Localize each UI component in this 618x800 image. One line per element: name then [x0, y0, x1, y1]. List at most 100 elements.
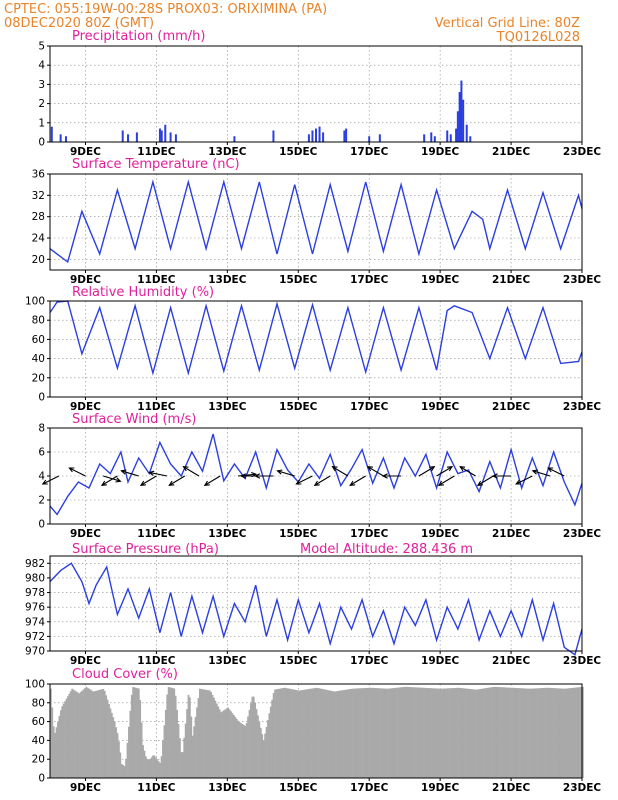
- precip-bar: [368, 136, 371, 142]
- cloud-bar: [245, 723, 248, 778]
- cloud-bar: [357, 688, 360, 778]
- cloud-bar: [546, 687, 549, 778]
- cloud-bar: [481, 688, 483, 778]
- cloud-bar: [220, 712, 222, 778]
- wind-arrow: [515, 475, 533, 485]
- cloud-bar: [174, 695, 177, 778]
- precipitation-ytick-label: 4: [38, 60, 45, 72]
- cloud-bar: [227, 707, 230, 778]
- cloud-bar: [486, 687, 489, 778]
- cloud-bar: [428, 688, 431, 778]
- cloud-bar: [248, 709, 251, 778]
- precip-bar: [433, 136, 436, 142]
- cloud-bar: [335, 691, 337, 778]
- cloud-bar: [398, 687, 401, 778]
- wind-arrow: [182, 466, 200, 477]
- wind-arrow: [476, 475, 494, 486]
- cloud-bar: [292, 689, 295, 778]
- cloud-cover-xtick-label: 11DEC: [137, 782, 176, 794]
- cloud-bar: [146, 759, 149, 778]
- cloud-bar: [482, 688, 485, 778]
- precip-bar: [59, 134, 62, 142]
- cloud-bar: [197, 698, 200, 778]
- cloud-bar: [64, 701, 66, 778]
- cloud-bar: [503, 687, 506, 778]
- cloud-bar: [455, 687, 458, 778]
- relative-humidity-panel: Relative Humidity (%) 0 20 40 60 80 100 9DEC 11D…: [25, 285, 601, 413]
- cloud-bar: [271, 699, 274, 778]
- cloud-bar: [132, 687, 135, 778]
- surface-pressure-xtick-label: 9DEC: [70, 655, 101, 667]
- cloud-bar: [82, 689, 85, 778]
- relative-humidity-line: [49, 300, 583, 376]
- cloud-bar: [350, 688, 353, 778]
- cloud-cover-xtick-label: 13DEC: [208, 782, 247, 794]
- precipitation-xtick-label: 11DEC: [137, 146, 176, 158]
- wind-arrow: [295, 475, 313, 485]
- cloud-bar: [305, 689, 308, 778]
- cloud-bar: [528, 688, 530, 778]
- precip-bar: [315, 128, 317, 142]
- surface-wind-xtick-label: 11DEC: [137, 528, 176, 540]
- cloud-bar: [362, 688, 364, 778]
- cloud-bar: [203, 689, 205, 778]
- precipitation-xtick-label: 23DEC: [563, 146, 602, 158]
- cloud-bar: [173, 688, 176, 778]
- cloud-bar: [68, 693, 71, 778]
- cloud-bar: [150, 757, 153, 778]
- cloud-bar: [505, 687, 508, 778]
- cloud-bar: [50, 688, 52, 778]
- cloud-bar: [145, 756, 147, 778]
- cloud-bar: [129, 710, 132, 778]
- cloud-bar: [404, 686, 407, 778]
- cloud-bar: [414, 687, 417, 778]
- cloud-bar: [133, 687, 136, 778]
- cloud-bar: [128, 726, 130, 778]
- cloud-bar: [319, 688, 322, 778]
- cloud-bar: [379, 688, 381, 778]
- cloud-bar: [264, 733, 266, 778]
- relative-humidity-xtick-label: 11DEC: [137, 401, 176, 413]
- cloud-bar: [471, 689, 474, 778]
- cloud-bar: [163, 725, 166, 778]
- relative-humidity-xtick-label: 9DEC: [70, 401, 101, 413]
- cloud-bar: [213, 697, 215, 778]
- cloud-bar: [522, 688, 525, 778]
- surface-pressure-xtick-label: 17DEC: [350, 655, 389, 667]
- cloud-bar: [172, 688, 174, 778]
- cloud-bar: [457, 687, 459, 778]
- cloud-bar: [231, 713, 234, 778]
- cloud-bar: [54, 732, 56, 778]
- cloud-bar: [135, 687, 137, 778]
- cloud-bar: [459, 687, 462, 778]
- cloud-bar: [387, 688, 390, 778]
- cloud-bar: [523, 688, 526, 778]
- precip-bar: [135, 132, 138, 142]
- cloud-bar: [408, 687, 411, 778]
- cloud-bar: [560, 688, 563, 778]
- cloud-bar: [143, 750, 146, 778]
- cloud-bar: [372, 687, 374, 778]
- cloud-cover-ytick-label: 60: [32, 716, 45, 728]
- cloud-cover-ytick-label: 80: [32, 697, 45, 709]
- cloud-bar: [170, 687, 173, 778]
- relative-humidity-xtick-label: 23DEC: [563, 401, 602, 413]
- cloud-bar: [390, 688, 393, 778]
- cloud-bar: [376, 688, 379, 778]
- cloud-bar: [328, 690, 330, 778]
- cloud-bar: [61, 706, 64, 778]
- precip-bar: [343, 130, 346, 142]
- cloud-bar: [275, 689, 278, 778]
- wind-arrow: [68, 467, 86, 477]
- cloud-bar: [389, 688, 391, 778]
- cloud-bar: [78, 693, 81, 778]
- surface-temperature-xtick-label: 11DEC: [137, 274, 176, 286]
- cloud-bar: [359, 688, 361, 778]
- cloud-bar: [115, 727, 117, 778]
- cloud-bar: [411, 687, 414, 778]
- cloud-bar: [530, 688, 533, 778]
- wind-arrow: [459, 466, 476, 477]
- cloud-bar: [84, 688, 86, 778]
- cloud-bar: [330, 690, 333, 778]
- precip-bar: [174, 134, 177, 142]
